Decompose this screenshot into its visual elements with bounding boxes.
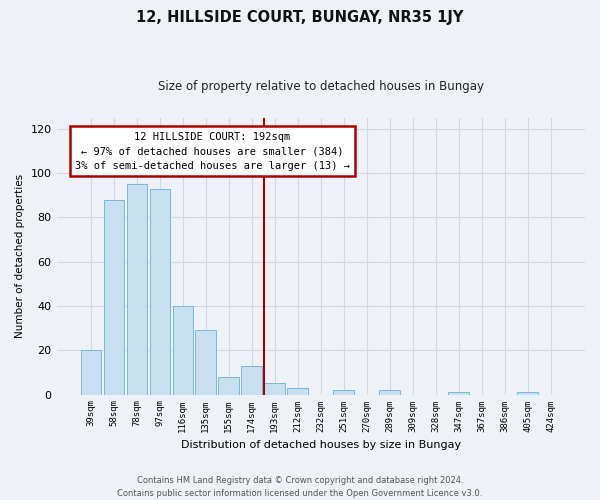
Bar bbox=[448, 392, 469, 394]
Title: Size of property relative to detached houses in Bungay: Size of property relative to detached ho… bbox=[158, 80, 484, 93]
Bar bbox=[265, 384, 285, 394]
Bar bbox=[127, 184, 147, 394]
X-axis label: Distribution of detached houses by size in Bungay: Distribution of detached houses by size … bbox=[181, 440, 461, 450]
Bar bbox=[80, 350, 101, 395]
Bar bbox=[104, 200, 124, 394]
Bar bbox=[287, 388, 308, 394]
Bar bbox=[334, 390, 354, 394]
Y-axis label: Number of detached properties: Number of detached properties bbox=[15, 174, 25, 338]
Bar bbox=[517, 392, 538, 394]
Text: 12 HILLSIDE COURT: 192sqm
← 97% of detached houses are smaller (384)
3% of semi-: 12 HILLSIDE COURT: 192sqm ← 97% of detac… bbox=[75, 132, 350, 171]
Bar bbox=[149, 188, 170, 394]
Bar bbox=[379, 390, 400, 394]
Bar bbox=[218, 377, 239, 394]
Bar bbox=[241, 366, 262, 394]
Text: 12, HILLSIDE COURT, BUNGAY, NR35 1JY: 12, HILLSIDE COURT, BUNGAY, NR35 1JY bbox=[136, 10, 464, 25]
Text: Contains HM Land Registry data © Crown copyright and database right 2024.
Contai: Contains HM Land Registry data © Crown c… bbox=[118, 476, 482, 498]
Bar bbox=[196, 330, 216, 394]
Bar bbox=[173, 306, 193, 394]
